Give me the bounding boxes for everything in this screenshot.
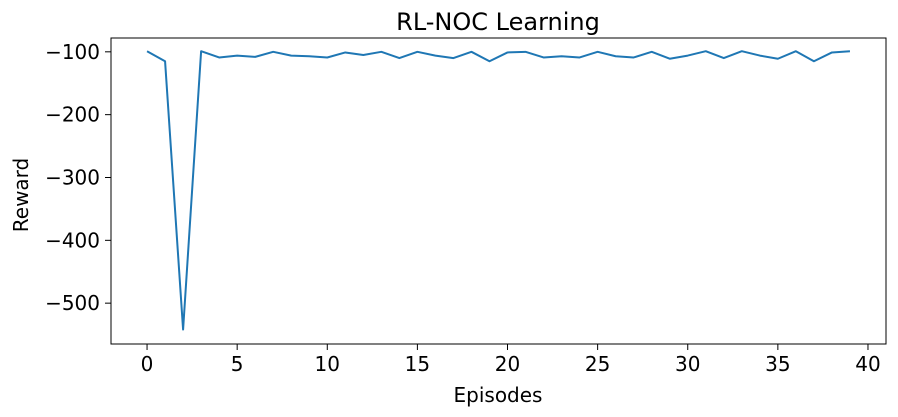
series-line bbox=[146, 50, 851, 331]
x-tick-label: 25 bbox=[585, 352, 610, 376]
x-tick-label: 15 bbox=[405, 352, 430, 376]
y-axis-ticks: −100 −200 −300 −400 −500 bbox=[45, 40, 111, 315]
x-tick-label: 20 bbox=[495, 352, 520, 376]
y-tick-label: −200 bbox=[45, 103, 100, 127]
y-tick-label: −500 bbox=[45, 291, 100, 315]
chart-title: RL-NOC Learning bbox=[396, 8, 600, 36]
x-tick-label: 10 bbox=[315, 352, 340, 376]
y-tick-label: −400 bbox=[45, 228, 100, 252]
plot-area bbox=[110, 37, 887, 345]
x-tick-label: 0 bbox=[141, 352, 154, 376]
x-axis-title: Episodes bbox=[454, 383, 543, 407]
x-axis-ticks: 0 5 10 15 20 25 30 35 40 bbox=[141, 344, 881, 376]
y-axis-title: Reward bbox=[9, 158, 33, 232]
x-tick-label: 30 bbox=[675, 352, 700, 376]
y-tick-label: −300 bbox=[45, 165, 100, 189]
x-tick-label: 40 bbox=[855, 352, 880, 376]
series-layer bbox=[146, 50, 851, 331]
y-tick-label: −100 bbox=[45, 40, 100, 64]
x-tick-label: 35 bbox=[765, 352, 790, 376]
x-tick-label: 5 bbox=[231, 352, 244, 376]
